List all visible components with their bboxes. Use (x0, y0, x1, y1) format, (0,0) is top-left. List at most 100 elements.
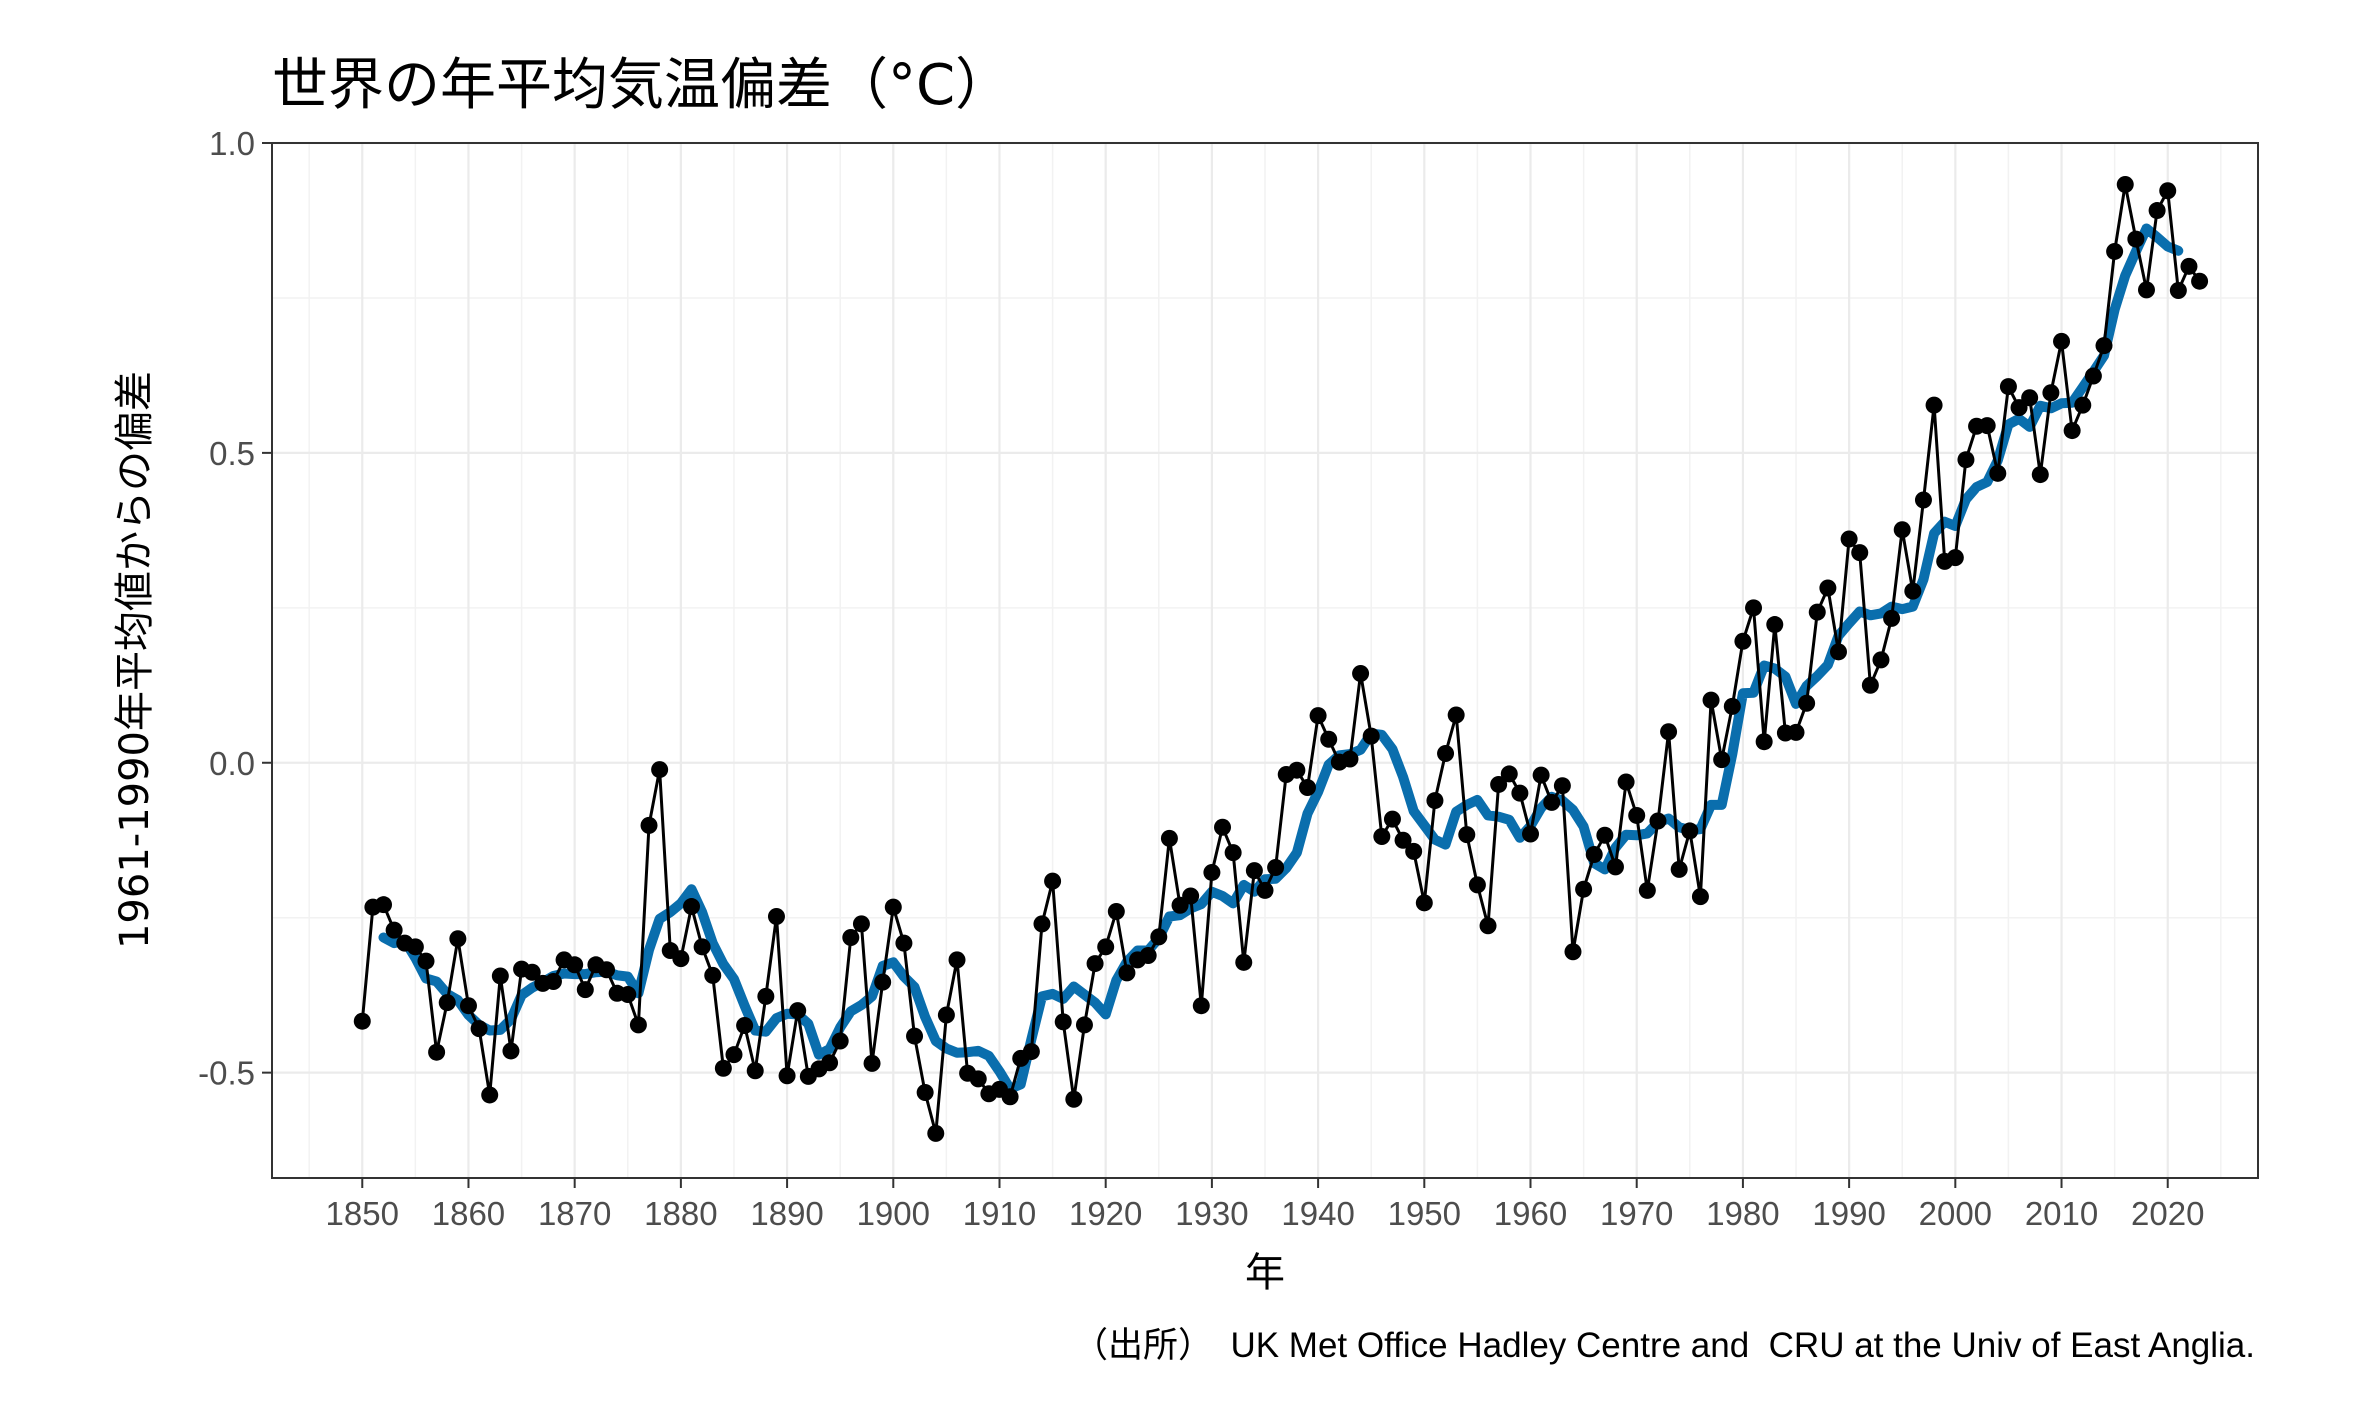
annual-data-point (1490, 775, 1508, 793)
annual-data-point (736, 1017, 754, 1035)
annual-data-point (1458, 826, 1476, 844)
annual-data-point (1341, 750, 1359, 768)
annual-data-point (1787, 723, 1805, 741)
annual-data-point (1394, 831, 1412, 849)
annual-data-point (1320, 730, 1338, 748)
annual-data-point (1044, 872, 1062, 890)
annual-data-point (2180, 257, 2198, 275)
annual-data-point (2137, 281, 2155, 299)
y-tick-label: 0.0 (209, 745, 255, 782)
x-tick-label: 1970 (1600, 1195, 1673, 1232)
annual-data-point (481, 1086, 499, 1104)
annual-data-point (2191, 272, 2209, 290)
annual-data-point (598, 961, 616, 979)
annual-data-point (1798, 694, 1816, 712)
annual-data-point (1564, 943, 1582, 961)
annual-data-point (1097, 938, 1115, 956)
annual-data-point (1160, 829, 1178, 847)
annual-data-point (1861, 676, 1879, 694)
annual-data-point (1978, 417, 1996, 435)
x-tick-label: 1930 (1175, 1195, 1248, 1232)
annual-data-point (2010, 399, 2028, 417)
annual-data-point (544, 973, 562, 991)
annual-data-point (1298, 779, 1316, 797)
annual-data-point (1872, 651, 1890, 669)
chart-title: 世界の年平均気温偏差（°C） (272, 53, 1012, 118)
y-axis-title: 1961-1990年平均値からの偏差 (112, 371, 158, 949)
annual-data-point (895, 934, 913, 952)
annual-data-point (1192, 997, 1210, 1015)
annual-data-point (375, 896, 393, 914)
annual-data-point (821, 1054, 839, 1072)
annual-data-point (725, 1046, 743, 1064)
annual-data-point (459, 997, 477, 1015)
x-tick-label: 1960 (1494, 1195, 1567, 1232)
annual-data-point (470, 1020, 488, 1038)
x-tick-label: 1850 (326, 1195, 399, 1232)
annual-data-point (1766, 616, 1784, 634)
annual-data-point (2053, 332, 2071, 350)
annual-data-point (1734, 632, 1752, 650)
x-tick-label: 2000 (1919, 1195, 1992, 1232)
annual-data-point (1532, 766, 1550, 784)
annual-data-point (438, 994, 456, 1012)
annual-data-point (1256, 881, 1274, 899)
annual-data-point (1851, 544, 1869, 562)
x-axis-title: 年 (1245, 1250, 1285, 1296)
annual-data-point (1150, 928, 1168, 946)
annual-data-point (1373, 828, 1391, 846)
annual-data-point (1383, 810, 1401, 828)
annual-data-point (629, 1016, 647, 1034)
annual-data-point (2116, 176, 2134, 194)
annual-data-point (1500, 765, 1518, 783)
annual-data-point (2095, 337, 2113, 355)
annual-data-point (2031, 466, 2049, 484)
annual-data-point (1925, 396, 1943, 414)
x-tick-label: 1920 (1069, 1195, 1142, 1232)
annual-data-point (1309, 707, 1327, 725)
annual-data-point (767, 907, 785, 925)
minor-gridlines (272, 143, 2258, 1178)
annual-data-point (683, 898, 701, 916)
annual-data-point (1553, 777, 1571, 795)
x-tick-label: 1890 (750, 1195, 823, 1232)
annual-data-point (1829, 643, 1847, 661)
annual-data-point (1904, 582, 1922, 600)
x-tick-label: 1880 (644, 1195, 717, 1232)
annual-data-point (1245, 862, 1263, 880)
annual-data-point (449, 930, 467, 948)
annual-data-point (2074, 396, 2092, 414)
annual-data-point (502, 1042, 520, 1060)
x-tick-label: 2020 (2131, 1195, 2204, 1232)
annual-data-point (651, 761, 669, 779)
annual-data-point (417, 952, 435, 970)
annual-data-point (1479, 917, 1497, 935)
annual-data-point (1214, 818, 1232, 836)
annual-data-point (566, 956, 584, 974)
annual-data-point (704, 966, 722, 984)
annual-data-point (874, 973, 892, 991)
annual-data-point (406, 938, 424, 956)
y-tick-label: 0.5 (209, 435, 255, 472)
annual-data-point (831, 1032, 849, 1050)
annual-data-point (1235, 953, 1253, 971)
annual-data-point (2021, 389, 2039, 407)
annual-data-point (1606, 858, 1624, 876)
annual-data-point (1946, 549, 1964, 567)
annual-data-point (1001, 1088, 1019, 1106)
annual-data-point (385, 921, 403, 939)
annual-data-point (2063, 422, 2081, 440)
annual-data-point (1267, 859, 1285, 876)
annual-data-point (1224, 844, 1242, 862)
annual-data-point (1745, 599, 1763, 617)
annual-data-point (1596, 826, 1614, 844)
annual-data-point (1203, 863, 1221, 881)
annual-data-point (1522, 825, 1540, 843)
annual-data-point (1575, 880, 1593, 898)
annual-data-point (1447, 706, 1465, 724)
annual-data-point (1819, 579, 1837, 597)
annual-data-point (852, 915, 870, 933)
annual-data-point (1914, 491, 1932, 509)
annual-data-point (1352, 665, 1370, 683)
annual-data-point (491, 967, 509, 985)
